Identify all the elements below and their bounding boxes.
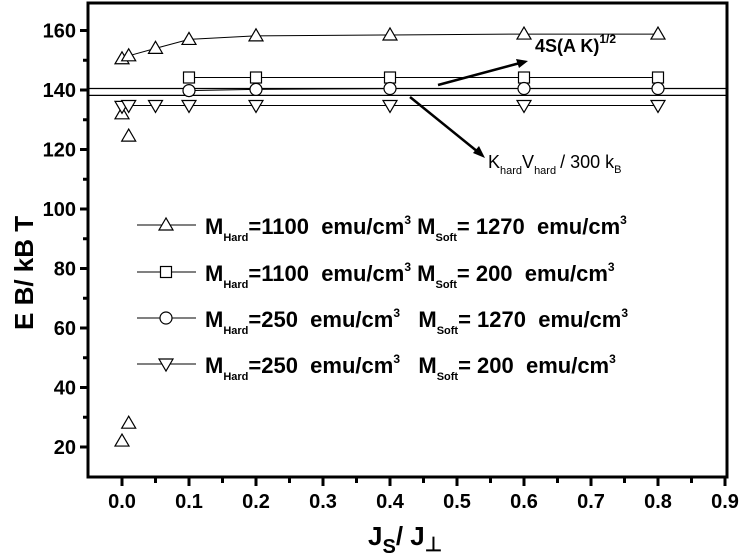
triangle-up-marker-icon [147,40,164,54]
legend-label: MHard=250 emu/cm3 MSoft= 200 emu/cm3 [205,352,616,383]
triangle-down-marker-icon [381,99,399,114]
triangle-down-marker-icon [247,99,265,114]
triangle-up-marker-icon [649,25,667,40]
triangle-up-marker-icon [120,415,137,429]
y-tick-label: 20 [54,437,76,459]
y-axis-ticks: 20 40 60 80 100 120 140 160 [43,21,88,459]
circle-marker-icon [182,83,196,98]
annotation-upper: 4S(A K)1/2 [535,32,616,56]
y-tick-label: 120 [43,140,76,162]
square-marker-icon [383,71,397,84]
circle-marker-icon [383,81,397,96]
triangle-down-marker-icon [515,99,533,114]
series-4 [113,99,667,115]
x-tick-label: 0.2 [242,491,270,513]
x-axis-title: JS/ J⊥ [368,521,442,558]
circle-marker-icon [517,81,531,96]
x-tick-label: 0.3 [309,491,337,513]
y-tick-label: 100 [43,199,76,221]
triangle-down-marker-icon [180,99,198,114]
triangle-up-marker-icon [247,27,265,42]
triangle-down-marker-icon [649,99,667,114]
legend-item: MHard=1100 emu/cm3 MSoft= 200 emu/cm3 [137,260,615,291]
arrow-head-icon [516,59,528,68]
circle-marker-icon [249,82,263,97]
circle-marker-icon [159,311,173,325]
x-tick-label: 0.6 [510,491,538,513]
triangle-up-marker-icon [120,47,137,62]
x-tick-label: 0.9 [711,491,739,513]
series-1 [113,25,667,447]
annotation-lower: KhardVhard/ 300 kB [488,152,621,177]
x-tick-label: 0.8 [644,491,672,513]
circle-marker-icon [651,81,665,96]
square-marker-icon [182,71,196,84]
triangle-down-marker-icon [147,99,164,114]
triangle-up-marker-icon [157,216,175,231]
y-tick-label: 160 [43,21,76,43]
triangle-up-marker-icon [113,432,131,447]
annotation-arrows [409,59,528,158]
x-tick-label: 0.0 [108,491,136,513]
legend-label: MHard=250 emu/cm3 MSoft= 1270 emu/cm3 [205,306,628,337]
triangle-down-marker-icon [120,99,137,114]
arrow-lower [409,96,479,153]
square-marker-icon [159,265,173,279]
y-tick-label: 60 [54,318,76,340]
square-marker-icon [651,71,665,84]
triangle-up-marker-icon [515,25,533,40]
legend-label: MHard=1100 emu/cm3 MSoft= 1270 emu/cm3 [205,213,627,244]
triangle-up-marker-icon [120,127,137,142]
y-tick-label: 140 [43,80,76,102]
arrow-upper [437,61,521,87]
y-axis-title: E B/ kB T [9,216,39,330]
triangle-up-marker-icon [381,26,399,41]
series-3 [182,81,665,98]
legend-label: MHard=1100 emu/cm3 MSoft= 200 emu/cm3 [205,260,615,291]
x-tick-label: 0.5 [443,491,471,513]
x-tick-label: 0.1 [175,491,203,513]
y-tick-label: 80 [54,259,76,281]
y-tick-label: 40 [54,378,76,400]
data-series [113,25,667,447]
series-2 [182,71,665,84]
x-axis-ticks: 0.0 0.1 0.2 0.3 0.4 0.5 0.6 0.7 0.8 0.9 [108,477,739,513]
triangle-up-marker-icon [180,31,198,46]
series-line [121,33,658,60]
triangle-down-marker-icon [157,358,175,373]
x-tick-label: 0.4 [376,491,405,513]
square-marker-icon [517,71,531,84]
legend-item: MHard=250 emu/cm3 MSoft= 200 emu/cm3 [137,352,616,383]
x-tick-label: 0.7 [577,491,605,513]
arrow-head-icon [473,146,485,158]
legend-item: MHard=250 emu/cm3 MSoft= 1270 emu/cm3 [137,306,628,337]
legend: MHard=1100 emu/cm3 MSoft= 1270 emu/cm3 MH… [137,213,628,383]
square-marker-icon [249,71,263,84]
legend-item: MHard=1100 emu/cm3 MSoft= 1270 emu/cm3 [137,213,627,244]
